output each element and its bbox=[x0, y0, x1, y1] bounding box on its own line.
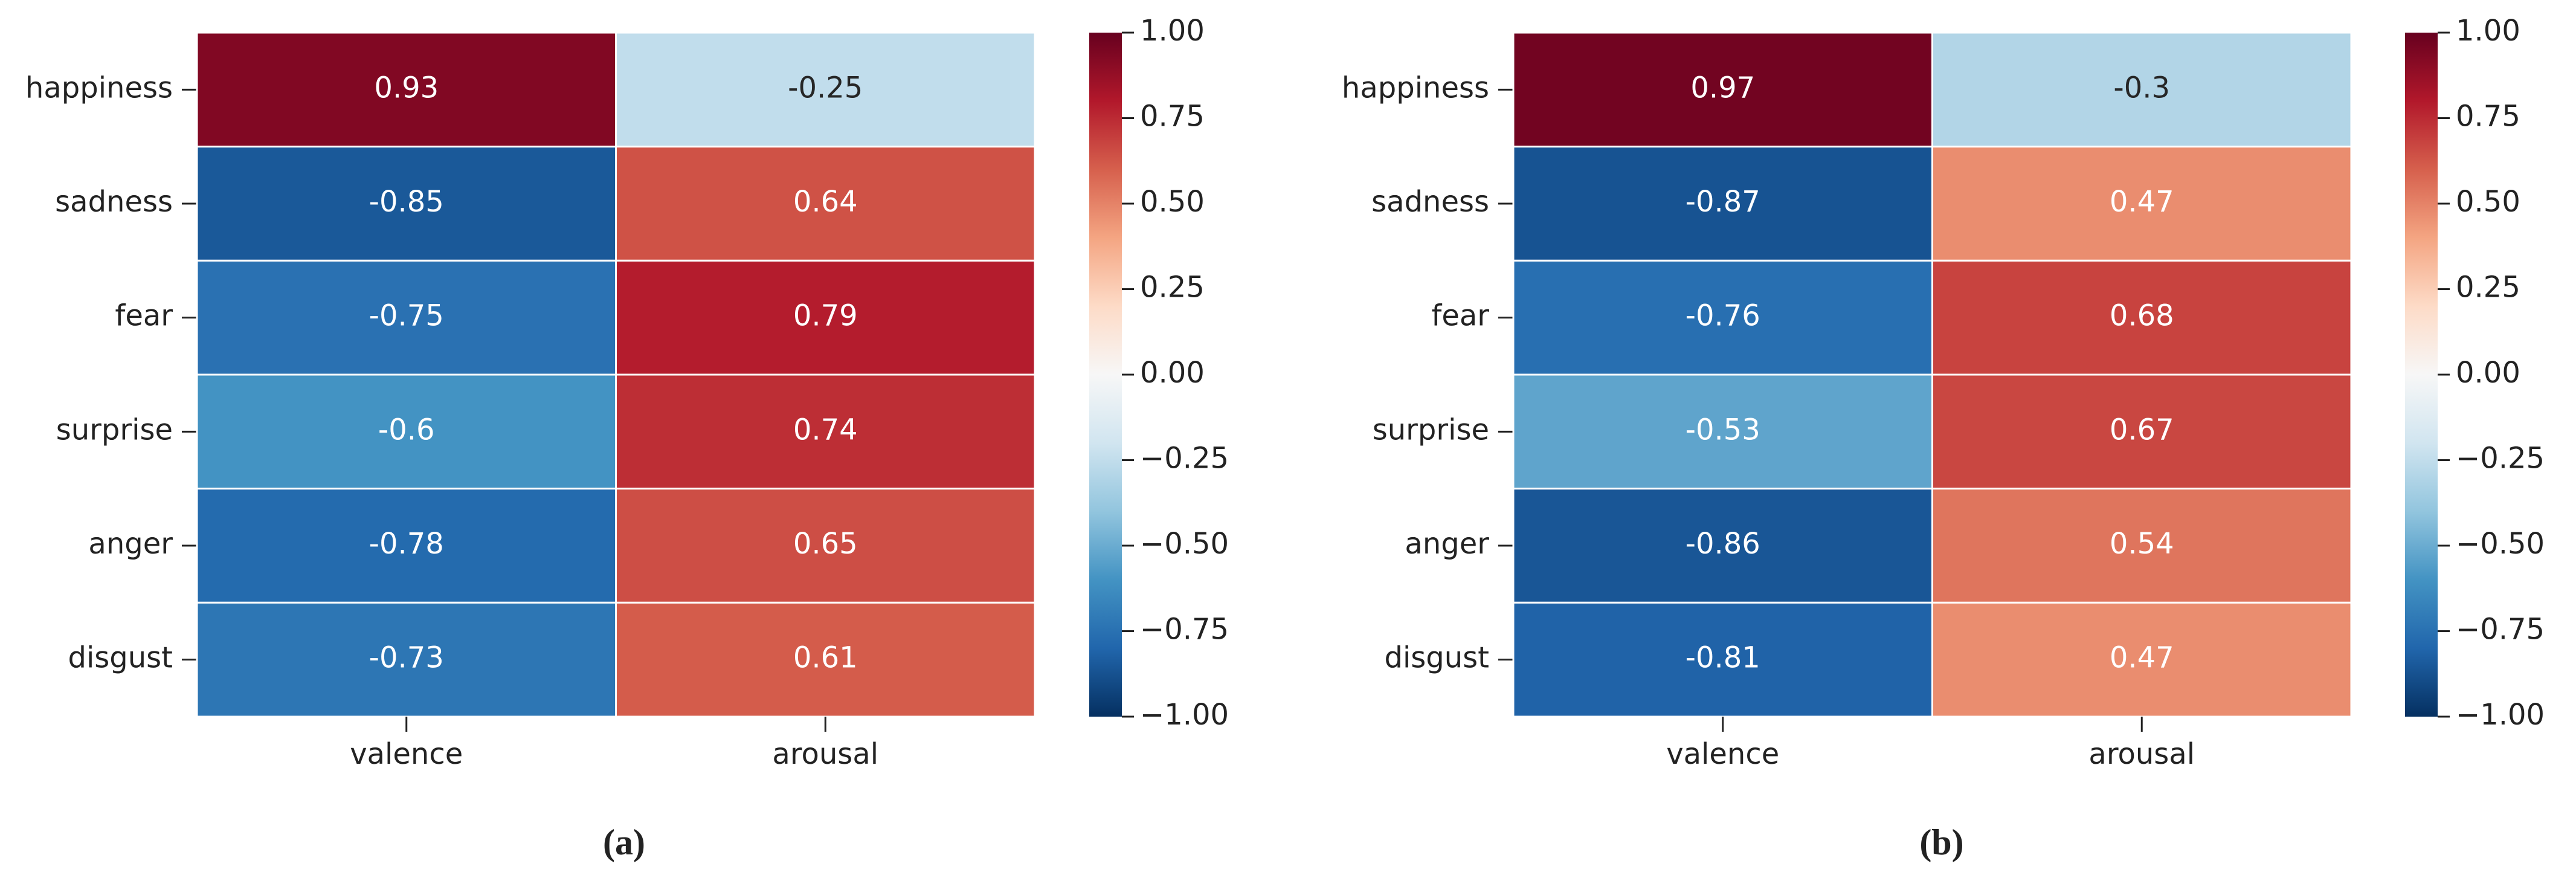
cell-label: -0.86 bbox=[1686, 527, 1760, 561]
heat-cell bbox=[1931, 146, 2352, 262]
x-tick-label: arousal bbox=[2088, 737, 2195, 771]
cell-label: -0.6 bbox=[378, 413, 435, 447]
cell-label: -0.78 bbox=[369, 527, 444, 561]
colorbar-tick-label: 0.50 bbox=[1140, 185, 1205, 219]
colorbar-tick-label: 0.00 bbox=[1140, 356, 1205, 390]
colorbar-tick-label: 0.75 bbox=[1140, 100, 1205, 134]
colorbar-tick-label: −1.00 bbox=[2456, 698, 2545, 732]
cell-label: 0.97 bbox=[1690, 71, 1755, 105]
x-tick-label: arousal bbox=[772, 737, 878, 771]
heat-cell bbox=[196, 146, 617, 262]
colorbar-tick-label: 0.25 bbox=[1140, 271, 1205, 305]
heat-cell bbox=[615, 146, 1036, 262]
cell-label: 0.61 bbox=[793, 641, 858, 675]
colorbar-tick-label: 0.50 bbox=[2456, 185, 2520, 219]
cell-label: -0.81 bbox=[1686, 641, 1760, 675]
colorbar-tick-label: 1.00 bbox=[2456, 14, 2520, 48]
heat-cell bbox=[615, 488, 1036, 604]
cell-label: 0.47 bbox=[2110, 185, 2174, 219]
cell-label: 0.93 bbox=[374, 71, 439, 105]
cell-label: 0.54 bbox=[2110, 527, 2174, 561]
y-tick-label: anger bbox=[88, 527, 173, 561]
cell-label: -0.3 bbox=[2113, 71, 2170, 105]
colorbar-tick-label: 0.75 bbox=[2456, 100, 2520, 134]
cell-label: 0.79 bbox=[793, 299, 858, 333]
colorbar-tick-label: −0.75 bbox=[1140, 613, 1229, 647]
cell-label: 0.47 bbox=[2110, 641, 2174, 675]
y-tick-label: happiness bbox=[1342, 71, 1489, 105]
cell-label: -0.53 bbox=[1686, 413, 1760, 447]
x-tick-label: valence bbox=[350, 737, 463, 771]
heat-cell bbox=[1512, 259, 1933, 376]
heat-cell bbox=[1512, 488, 1933, 604]
heat-cell bbox=[1931, 259, 2352, 376]
y-tick-label: disgust bbox=[1384, 641, 1489, 675]
y-tick-label: disgust bbox=[68, 641, 173, 675]
colorbar-tick-label: 1.00 bbox=[1140, 14, 1205, 48]
cell-label: -0.73 bbox=[369, 641, 444, 675]
cell-label: -0.85 bbox=[369, 185, 444, 219]
y-tick-label: fear bbox=[1431, 299, 1489, 333]
cell-label: 0.74 bbox=[793, 413, 858, 447]
heat-cell bbox=[1931, 373, 2352, 490]
colorbar-tick-label: −0.75 bbox=[2456, 613, 2545, 647]
colorbar-tick-label: −0.50 bbox=[1140, 527, 1229, 561]
subfigure-caption: (a) bbox=[603, 822, 645, 862]
colorbar-tick-label: −0.50 bbox=[2456, 527, 2545, 561]
cell-label: 0.67 bbox=[2110, 413, 2174, 447]
cell-label: 0.64 bbox=[793, 185, 858, 219]
heat-cell bbox=[615, 373, 1036, 490]
heat-cell bbox=[1512, 601, 1933, 718]
heat-cell bbox=[615, 31, 1036, 148]
cell-label: -0.25 bbox=[788, 71, 863, 105]
heat-cell bbox=[1512, 31, 1933, 148]
y-tick-label: surprise bbox=[1373, 413, 1489, 447]
heat-cell bbox=[615, 601, 1036, 718]
y-tick-label: surprise bbox=[56, 413, 173, 447]
y-tick-label: fear bbox=[115, 299, 173, 333]
y-tick-label: sadness bbox=[1371, 185, 1489, 219]
heat-cell bbox=[196, 601, 617, 718]
cell-label: -0.87 bbox=[1686, 185, 1760, 219]
colorbar bbox=[2405, 33, 2438, 717]
heat-cell bbox=[196, 488, 617, 604]
cell-label: -0.76 bbox=[1686, 299, 1760, 333]
y-tick-label: sadness bbox=[55, 185, 173, 219]
subfigure-caption: (b) bbox=[1919, 822, 1963, 862]
heat-cell bbox=[1931, 601, 2352, 718]
heat-cell bbox=[1512, 146, 1933, 262]
colorbar-tick-label: 0.25 bbox=[2456, 271, 2520, 305]
colorbar-tick-label: −0.25 bbox=[1140, 442, 1229, 476]
colorbar bbox=[1089, 33, 1122, 717]
colorbar-tick-label: −0.25 bbox=[2456, 442, 2545, 476]
y-tick-label: anger bbox=[1405, 527, 1489, 561]
colorbar-tick-label: 0.00 bbox=[2456, 356, 2520, 390]
y-tick-label: happiness bbox=[25, 71, 173, 105]
colorbar-tick-label: −1.00 bbox=[1140, 698, 1229, 732]
heat-cell bbox=[1931, 488, 2352, 604]
x-tick-label: valence bbox=[1666, 737, 1779, 771]
cell-label: -0.75 bbox=[369, 299, 444, 333]
cell-label: 0.68 bbox=[2110, 299, 2174, 333]
cell-label: 0.65 bbox=[793, 527, 858, 561]
heat-cell bbox=[1931, 31, 2352, 148]
